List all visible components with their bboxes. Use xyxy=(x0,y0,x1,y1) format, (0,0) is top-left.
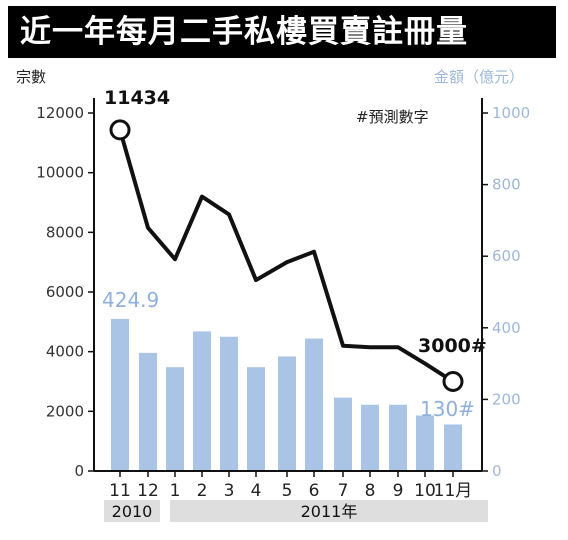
year-label-0: 2010 xyxy=(112,502,153,521)
x-tick-label-12: 11月 xyxy=(434,481,473,501)
x-tick-label-11: 10 xyxy=(414,481,436,501)
line-label-last: 3000# xyxy=(418,335,487,357)
forecast-note: #預測數字 xyxy=(356,108,429,126)
right-tick-label-3: 600 xyxy=(492,247,521,265)
x-tick-label-10: 9 xyxy=(393,481,404,501)
left-tick-label-0: 0 xyxy=(74,462,84,480)
bar-label-last: 130# xyxy=(420,397,475,421)
bar-10 xyxy=(389,404,407,471)
right-axis-title: 金額（億元） xyxy=(434,68,524,86)
x-tick-label-9: 8 xyxy=(365,481,376,501)
left-tick-label-5: 10000 xyxy=(36,164,84,182)
bar-1 xyxy=(139,352,157,471)
line-series xyxy=(118,129,455,384)
line-label-first: 11434 xyxy=(104,87,170,109)
x-tick-label-8: 7 xyxy=(338,481,349,501)
left-tick-label-6: 12000 xyxy=(36,104,84,122)
bar-3 xyxy=(193,331,211,471)
right-tick-label-4: 800 xyxy=(492,176,521,194)
x-tick-label-1: 12 xyxy=(137,481,159,501)
right-tick-label-1: 200 xyxy=(492,390,521,408)
bar-0 xyxy=(111,318,129,471)
left-tick-label-2: 4000 xyxy=(46,343,84,361)
right-tick-label-2: 400 xyxy=(492,319,521,337)
x-tick-label-6: 5 xyxy=(282,481,293,501)
line-point-0 xyxy=(109,119,131,141)
right-tick-label-5: 1000 xyxy=(492,104,530,122)
bar-9 xyxy=(361,404,379,471)
bar-label-first: 424.9 xyxy=(102,288,159,312)
x-tick-label-2: 1 xyxy=(170,481,181,501)
left-tick-label-4: 8000 xyxy=(46,223,84,241)
bar-4 xyxy=(220,336,238,471)
bar-2 xyxy=(166,367,184,471)
right-tick-label-0: 0 xyxy=(492,462,502,480)
bar-6 xyxy=(278,356,296,471)
x-tick-label-7: 6 xyxy=(309,481,320,501)
year-band-0 xyxy=(104,500,160,522)
x-tick-label-5: 4 xyxy=(251,481,262,501)
bar-5 xyxy=(247,367,265,471)
year-band-1 xyxy=(170,500,488,522)
x-tick-label-4: 3 xyxy=(224,481,235,501)
left-tick-label-3: 6000 xyxy=(46,283,84,301)
left-axis-title: 宗數 xyxy=(16,68,46,86)
bar-12 xyxy=(444,424,462,471)
chart-title: 近一年每月二手私樓買賣註冊量 xyxy=(8,6,556,58)
year-label-1: 2011年 xyxy=(301,502,358,521)
left-tick-label-1: 2000 xyxy=(46,402,84,420)
bar-11 xyxy=(416,415,434,471)
x-tick-label-0: 11 xyxy=(109,481,131,501)
line-point-12 xyxy=(442,371,464,392)
bar-7 xyxy=(305,338,323,471)
x-tick-label-3: 2 xyxy=(197,481,208,501)
bar-8 xyxy=(334,397,352,471)
